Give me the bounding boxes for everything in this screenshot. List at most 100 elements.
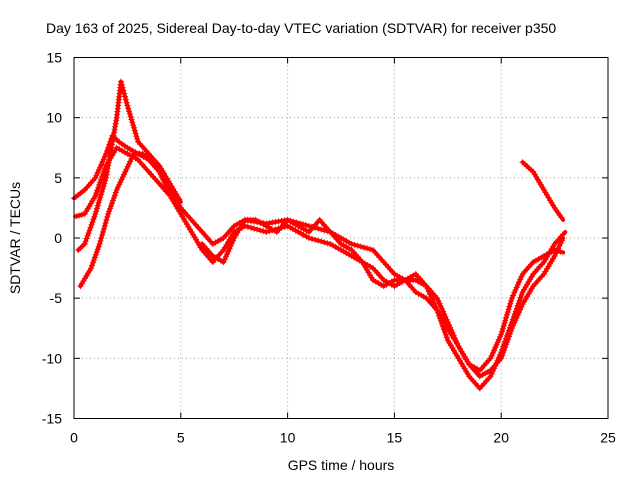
data-point-marker — [92, 192, 99, 199]
data-point-marker — [499, 328, 505, 335]
data-point-marker — [98, 235, 105, 241]
data-point-marker — [429, 296, 436, 303]
data-point-marker — [158, 174, 165, 180]
data-point-marker — [508, 295, 515, 302]
data-point-marker — [516, 279, 522, 286]
data-point-marker — [516, 297, 523, 304]
data-point-marker — [125, 105, 132, 112]
data-point-marker — [434, 295, 441, 302]
data-point-marker — [87, 224, 94, 231]
data-point-marker — [518, 291, 525, 298]
data-point-marker — [502, 344, 509, 351]
data-point-marker — [423, 283, 430, 290]
data-point-marker — [122, 96, 129, 103]
data-point-marker — [512, 317, 519, 324]
data-point-marker — [309, 235, 315, 242]
data-point-marker — [118, 176, 125, 183]
data-point-marker — [112, 189, 119, 196]
data-point-marker — [132, 130, 139, 137]
data-point-marker — [517, 294, 524, 301]
data-point-marker — [225, 248, 232, 255]
data-point-marker — [257, 227, 264, 234]
data-point-marker — [363, 245, 370, 252]
data-point-marker — [100, 183, 107, 190]
data-point-marker — [128, 155, 135, 162]
data-point-marker — [100, 226, 107, 232]
data-point-marker — [518, 303, 525, 310]
data-point-marker — [122, 93, 128, 100]
data-point-marker — [116, 181, 123, 188]
data-point-marker — [94, 205, 100, 212]
satellite-arc-5 — [199, 216, 566, 380]
data-point-marker — [499, 352, 506, 359]
data-point-marker — [495, 336, 502, 343]
data-point-marker — [513, 284, 520, 291]
data-point-marker — [91, 254, 98, 261]
data-point-marker — [161, 179, 168, 186]
x-tick-label: 10 — [280, 430, 296, 446]
data-series — [71, 78, 568, 392]
satellite-arc-3 — [75, 78, 183, 253]
x-axis-label: GPS time / hours — [288, 457, 395, 473]
data-point-marker — [436, 300, 443, 307]
data-point-marker — [367, 246, 373, 253]
satellite-arc-1 — [71, 132, 566, 374]
data-point-marker — [96, 241, 103, 247]
data-point-marker — [112, 123, 119, 130]
data-point-marker — [125, 161, 132, 168]
data-point-marker — [557, 240, 564, 247]
data-point-marker — [230, 237, 236, 244]
data-point-marker — [98, 191, 105, 198]
data-point-marker — [220, 259, 227, 266]
data-point-marker — [106, 208, 113, 215]
data-point-marker — [424, 285, 431, 292]
data-point-marker — [254, 226, 261, 233]
data-point-marker — [508, 325, 515, 332]
data-point-marker — [510, 292, 517, 299]
data-point-marker — [517, 306, 524, 313]
y-tick-label: 15 — [46, 50, 62, 66]
data-point-marker — [508, 297, 515, 304]
data-point-marker — [118, 78, 124, 85]
data-point-marker — [440, 308, 447, 315]
data-point-marker — [494, 339, 501, 346]
data-point-marker — [501, 347, 508, 354]
data-point-marker — [126, 111, 133, 117]
data-point-marker — [118, 81, 125, 88]
data-point-marker — [88, 221, 95, 228]
data-point-marker — [107, 205, 114, 212]
data-point-marker — [103, 174, 109, 181]
data-point-marker — [507, 300, 514, 307]
x-tick-label: 20 — [493, 430, 509, 446]
data-point-marker — [93, 249, 100, 255]
data-point-marker — [354, 242, 361, 249]
data-point-marker — [558, 214, 565, 221]
data-point-marker — [224, 251, 231, 257]
data-point-marker — [227, 243, 234, 249]
data-point-marker — [123, 99, 130, 106]
data-point-marker — [502, 317, 509, 324]
data-point-marker — [306, 235, 312, 241]
y-axis-tick-labels: -15 -10 -5 0 5 10 15 — [42, 50, 62, 427]
data-point-marker — [96, 181, 103, 188]
x-tick-label: 5 — [177, 430, 185, 446]
data-point-marker — [109, 138, 116, 145]
data-point-marker — [315, 225, 322, 232]
data-point-marker — [113, 186, 120, 193]
data-point-marker — [124, 163, 131, 170]
data-point-marker — [81, 241, 88, 247]
data-point-marker — [110, 194, 117, 201]
data-point-marker — [517, 276, 524, 283]
data-point-marker — [94, 169, 101, 176]
satellite-arc-6 — [519, 159, 566, 222]
data-point-marker — [222, 253, 229, 260]
data-point-marker — [98, 188, 105, 195]
data-point-marker — [315, 237, 322, 244]
data-point-marker — [497, 333, 503, 340]
data-point-marker — [127, 158, 134, 165]
data-point-marker — [109, 200, 115, 207]
data-point-marker — [82, 238, 89, 245]
data-point-marker — [514, 311, 521, 318]
data-point-marker — [442, 313, 449, 320]
